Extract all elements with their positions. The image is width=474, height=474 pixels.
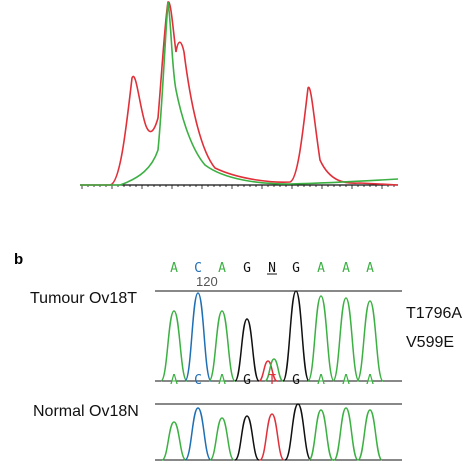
tumour-base-7: A (342, 261, 350, 276)
tumour-chromatogram (160, 290, 384, 382)
peak-A (333, 407, 359, 461)
peak-A (264, 358, 284, 382)
peak-G (234, 318, 260, 382)
normal-base-5: G (292, 373, 300, 388)
peak-A (160, 310, 188, 382)
tumour-base-5: G (292, 261, 300, 276)
peak-G (282, 290, 310, 382)
peak-A (161, 421, 187, 461)
peak-A (356, 300, 384, 382)
tumour-base-6: A (317, 261, 325, 276)
position-number: 120 (196, 274, 218, 289)
normal-base-4: T (268, 373, 276, 388)
panel-b-label: b (14, 251, 23, 268)
green-trace (80, 1, 399, 186)
tumour-base-4: N (268, 261, 276, 276)
peak-T (258, 360, 278, 382)
tumour-base-2: A (218, 261, 226, 276)
tumour-sample-label: Tumour Ov18T (30, 290, 137, 307)
normal-base-6: A (317, 373, 325, 388)
peak-G (234, 415, 260, 461)
normal-base-7: A (342, 373, 350, 388)
peak-A (332, 297, 360, 382)
normal-base-2: A (218, 373, 226, 388)
protein-change-label: V599E (406, 334, 454, 351)
peak-G (284, 403, 312, 461)
normal-base-1: C (194, 373, 202, 388)
peak-C (184, 407, 212, 461)
red-trace (80, 1, 399, 186)
normal-base-0: A (170, 373, 178, 388)
peak-T (259, 413, 285, 461)
panel-a-ticks (81, 185, 395, 189)
peak-A (357, 409, 383, 461)
normal-sample-label: Normal Ov18N (33, 403, 139, 420)
peak-A (208, 310, 236, 382)
normal-chromatogram (161, 403, 383, 461)
peak-A (307, 295, 335, 382)
tumour-base-3: G (243, 261, 251, 276)
normal-base-3: G (243, 373, 251, 388)
tumour-base-8: A (366, 261, 374, 276)
panel-a-plot (80, 1, 399, 189)
peak-C (184, 292, 212, 382)
normal-base-8: A (366, 373, 374, 388)
peak-A (308, 409, 334, 461)
peak-A (209, 417, 235, 461)
mutation-label: T1796A (406, 305, 462, 322)
tumour-base-1: C (194, 261, 202, 276)
tumour-base-0: A (170, 261, 178, 276)
